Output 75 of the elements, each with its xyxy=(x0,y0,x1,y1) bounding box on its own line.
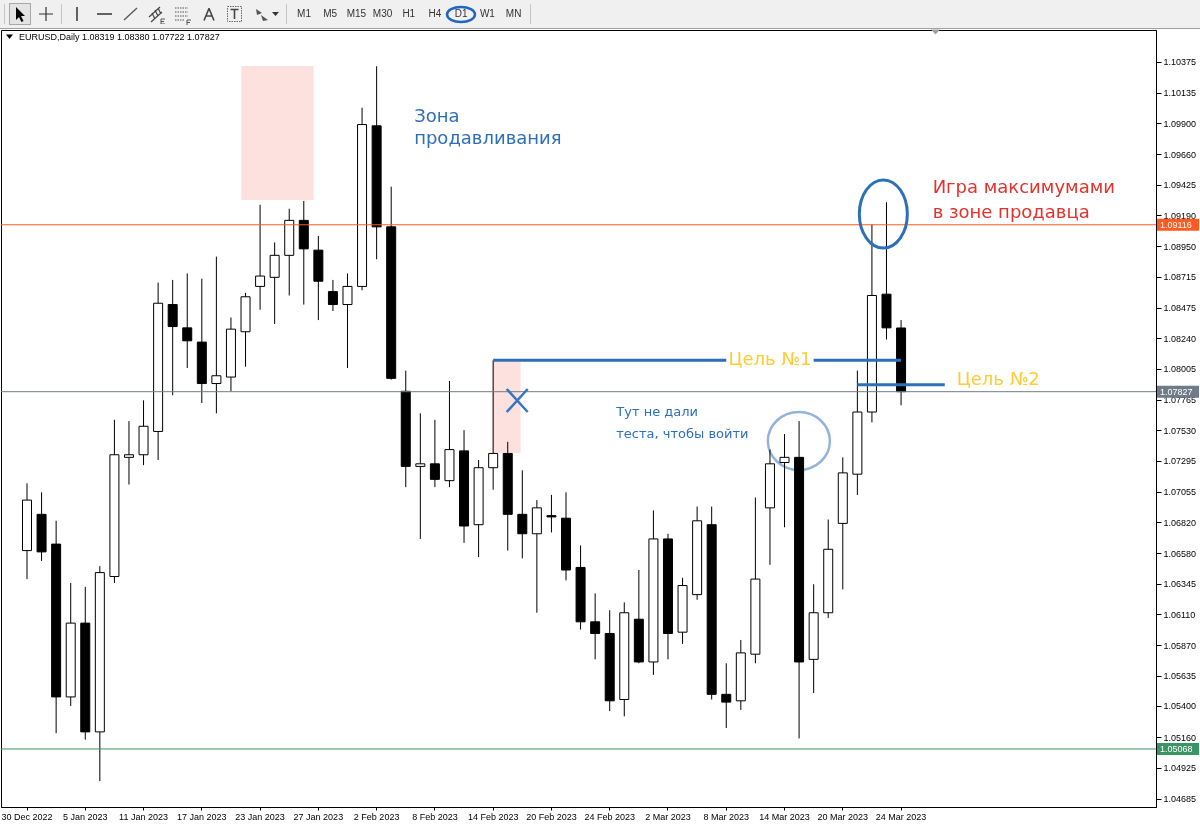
candlestick xyxy=(415,412,426,540)
y-tick-label: 1.09190 xyxy=(1163,210,1197,221)
y-tick-label: 1.06820 xyxy=(1163,517,1197,528)
ref-line-label: 1.07827 xyxy=(1160,386,1193,397)
y-tick-label: 1.05635 xyxy=(1163,671,1197,682)
y-tick-label: 1.04685 xyxy=(1163,794,1197,805)
candlestick xyxy=(269,241,280,325)
x-tick-label: 20 Feb 2023 xyxy=(526,811,577,822)
y-tick-label: 1.08240 xyxy=(1163,333,1197,344)
text: M1 xyxy=(296,8,312,20)
x-tick-label: 24 Feb 2023 xyxy=(584,811,635,822)
y-tick-label: 1.04925 xyxy=(1163,763,1197,773)
x-tick-label: 27 Jan 2023 xyxy=(293,811,344,822)
y-tick-label: 1.06580 xyxy=(1163,548,1197,559)
annotation: Зона продавливания xyxy=(414,105,562,148)
candlestick xyxy=(779,433,790,528)
x-tick-label: 2 Mar 2023 xyxy=(645,811,691,822)
text: MN xyxy=(504,8,523,20)
y-tick-label: 1.10375 xyxy=(1163,57,1197,68)
text: W1 xyxy=(478,8,496,20)
x-tick-label: 8 Feb 2023 xyxy=(412,811,458,822)
candlestick xyxy=(429,419,440,488)
x-tick-label: 5 Jan 2023 xyxy=(63,811,108,822)
candlestick xyxy=(342,272,353,369)
candlestick xyxy=(721,662,732,729)
series-label: Цель №2 xyxy=(956,367,1040,389)
candlestick xyxy=(255,204,266,311)
annotation: Тут не дали теста, чтобы войти xyxy=(615,404,749,441)
y-tick-label: 1.09900 xyxy=(1163,118,1197,129)
x-tick-label: 24 Mar 2023 xyxy=(875,811,927,822)
x-tick-label: 30 Dec 2022 xyxy=(1,811,53,822)
x-tick-label: 14 Feb 2023 xyxy=(467,811,519,822)
y-tick-label: 1.07765 xyxy=(1163,395,1197,406)
y-tick-label: 1.06345 xyxy=(1163,579,1197,590)
text: M15 xyxy=(345,8,368,20)
x-tick-label: 11 Jan 2023 xyxy=(119,811,168,822)
x-tick-label: 20 Mar 2023 xyxy=(817,811,869,822)
chart-title: EURUSD,Daily 1.08319 1.08380 1.07722 1.07827 xyxy=(19,32,220,42)
x-tick-label: 2 Feb 2023 xyxy=(353,811,400,822)
text: M5 xyxy=(322,8,339,20)
text: D1 xyxy=(453,8,469,20)
candlestick xyxy=(517,469,528,559)
candlestick xyxy=(546,494,557,533)
ref-line-label: 1.09116 xyxy=(1160,219,1192,230)
candlestick xyxy=(327,279,338,312)
annotation: Игра максимумами в зоне продавца xyxy=(932,176,1115,222)
y-tick-label: 1.09660 xyxy=(1163,149,1197,160)
y-tick-label: 1.08005 xyxy=(1163,364,1197,375)
y-tick-label: 1.05870 xyxy=(1163,640,1197,651)
x-tick-label: 8 Mar 2023 xyxy=(703,811,750,822)
candlestick xyxy=(488,359,499,491)
candlestick xyxy=(211,256,222,414)
y-tick-label: 1.08475 xyxy=(1163,303,1197,314)
y-tick-label: 1.07055 xyxy=(1163,487,1197,498)
x-tick-label: 23 Jan 2023 xyxy=(235,811,285,822)
candlestick xyxy=(182,272,193,369)
y-tick-label: 1.07295 xyxy=(1163,456,1197,467)
candlestick xyxy=(123,420,134,486)
y-tick-label: 1.08715 xyxy=(1163,272,1197,283)
x-tick-label: 17 Jan 2023 xyxy=(177,811,227,822)
y-tick-label: 1.06110 xyxy=(1163,609,1196,620)
candlestick xyxy=(590,592,601,660)
y-tick-label: 1.05400 xyxy=(1163,701,1197,712)
text: H1 xyxy=(401,8,417,20)
y-tick-label: 1.08950 xyxy=(1163,241,1197,252)
x-tick-label: 14 Mar 2023 xyxy=(759,811,810,822)
y-tick-label: 1.07530 xyxy=(1163,425,1197,436)
text: H4 xyxy=(427,8,443,20)
y-tick-label: 1.10135 xyxy=(1163,88,1197,99)
candlestick xyxy=(167,279,178,396)
y-tick-label: 1.05160 xyxy=(1163,732,1197,743)
series-label: Цель №1 xyxy=(728,348,812,370)
text: M30 xyxy=(371,8,394,20)
y-tick-label: 1.09425 xyxy=(1163,180,1197,191)
ref-line-label: 1.05068 xyxy=(1160,743,1193,754)
